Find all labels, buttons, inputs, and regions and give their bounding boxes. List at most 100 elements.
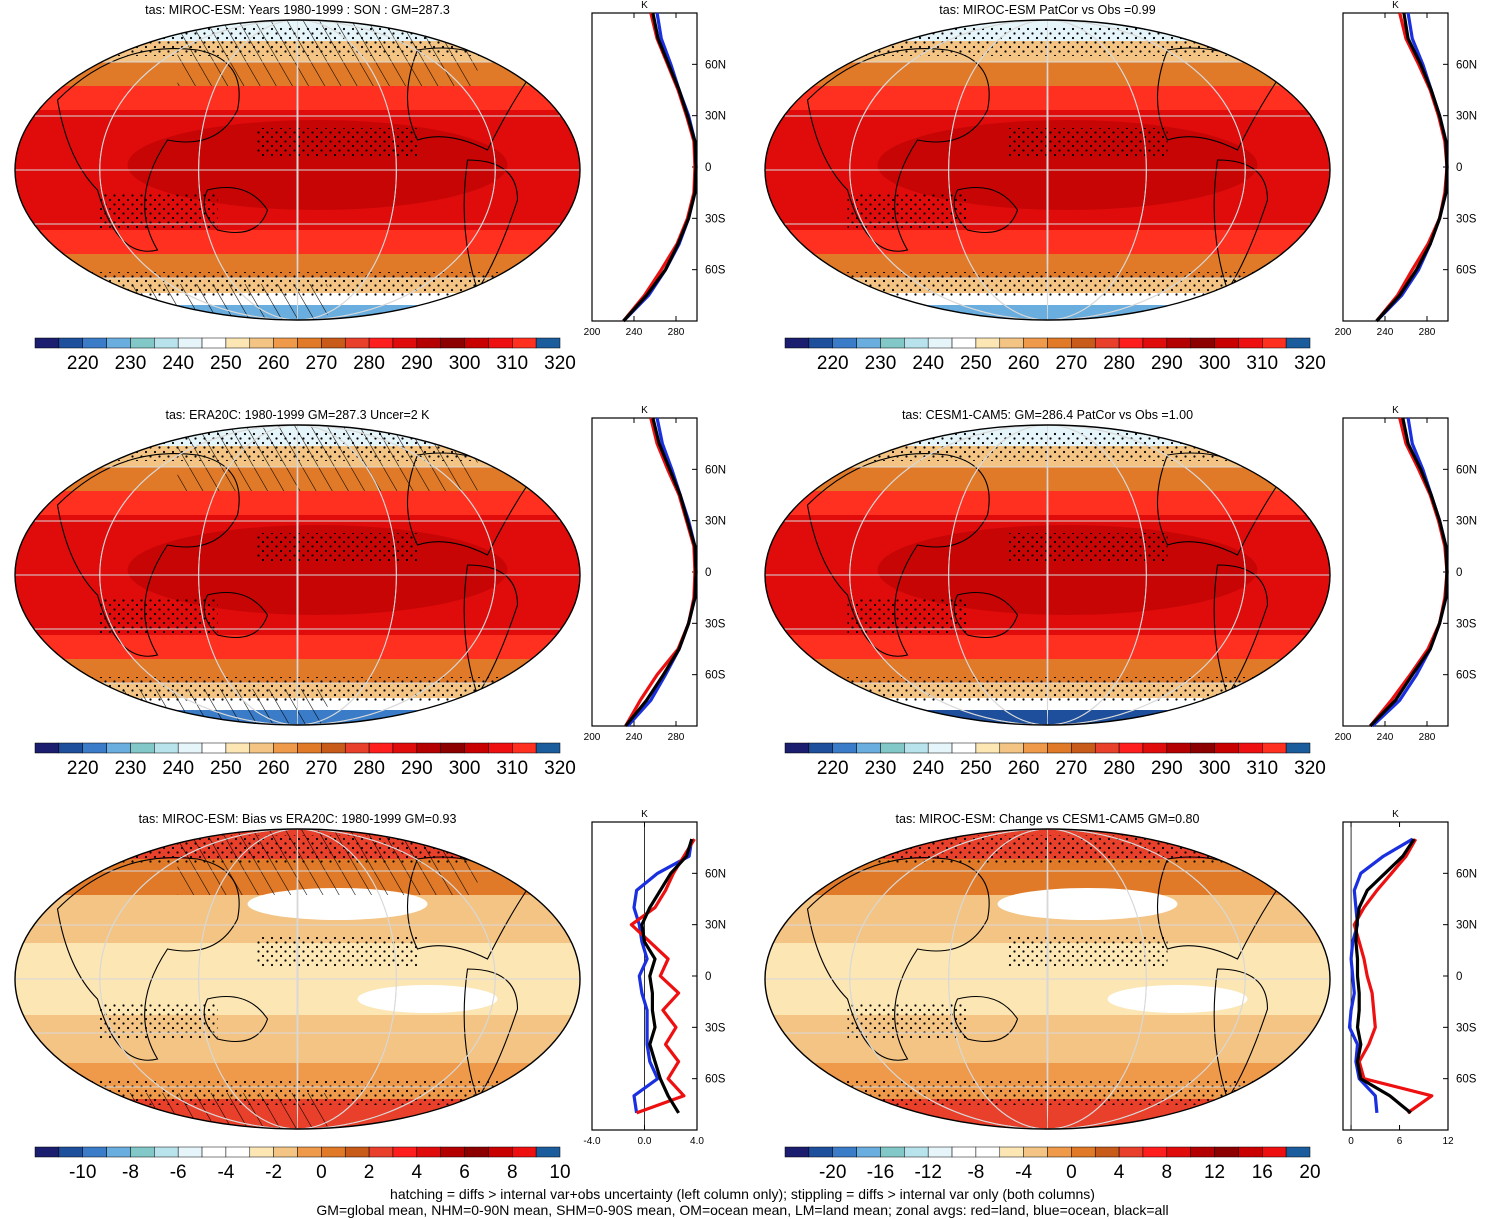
colorbar-label: 310 xyxy=(496,758,528,779)
colorbar-swatch xyxy=(1023,337,1048,349)
colorbar-swatch xyxy=(808,1146,833,1158)
map-title-1: tas: MIROC-ESM: Years 1980-1999 : SON : … xyxy=(145,3,450,17)
stipple-area xyxy=(97,194,218,230)
colorbar-swatch xyxy=(82,742,107,754)
zonal-xtick-label: 200 xyxy=(584,327,601,338)
colorbar-label: 290 xyxy=(1151,758,1183,779)
colorbar-swatch xyxy=(999,742,1024,754)
colorbar-swatch xyxy=(464,742,489,754)
colorbar-swatch xyxy=(82,1146,107,1158)
stipple-area xyxy=(847,599,968,635)
colorbar-swatch xyxy=(34,1146,60,1158)
colorbar-swatch xyxy=(975,1146,1001,1158)
map-title-4: tas: CESM1-CAM5: GM=286.4 PatCor vs Obs … xyxy=(902,408,1193,422)
zonal-xtick-label: 200 xyxy=(584,732,601,743)
colorbar-label: 300 xyxy=(449,353,481,374)
colorbar-swatch xyxy=(951,1146,977,1158)
colorbar-label: 270 xyxy=(1056,353,1088,374)
colorbar-swatch xyxy=(880,742,905,754)
colorbar-swatch xyxy=(58,337,83,349)
graticule-lon-3 xyxy=(948,425,1147,725)
zonal-ytick-label: 60S xyxy=(705,1074,726,1086)
coastline-0 xyxy=(806,857,990,1061)
colorbar-label: 310 xyxy=(496,353,528,374)
zonal-xtick-label: -4.0 xyxy=(583,1136,601,1147)
colorbar-swatch xyxy=(130,742,155,754)
colorbar-label: 260 xyxy=(1008,353,1040,374)
map-title-3: tas: ERA20C: 1980-1999 GM=287.3 Uncer=2 … xyxy=(165,408,430,422)
colorbar-swatch xyxy=(1142,742,1168,754)
colorbar-swatch xyxy=(106,1146,131,1158)
colorbar-swatch xyxy=(440,1146,465,1158)
colorbar-label: 270 xyxy=(1056,758,1088,779)
zonal-ytick-label: 30S xyxy=(1456,618,1477,630)
colorbar-swatch xyxy=(297,742,322,754)
colorbar-label: 0 xyxy=(316,1162,327,1183)
zonal-ytick-label: 30N xyxy=(705,111,726,123)
colorbar-5: -10 -8 -6 -4 -2 0 2 4 6 8 10 xyxy=(34,1146,571,1183)
colorbar-swatch xyxy=(154,742,179,754)
colorbar-label: 250 xyxy=(210,353,242,374)
colorbar-swatch xyxy=(856,1146,881,1158)
graticule-lon-4 xyxy=(99,425,496,725)
colorbar-swatch xyxy=(488,1146,513,1158)
coastline-1 xyxy=(203,591,269,639)
colorbar-label: 320 xyxy=(1294,758,1326,779)
zonal-xtick-label: 0.0 xyxy=(638,1136,652,1147)
graticule-lon-3 xyxy=(948,829,1147,1129)
map-frame xyxy=(764,19,1331,321)
colorbar-swatch xyxy=(535,337,561,349)
graticule-lon-4 xyxy=(99,20,496,320)
map-title-6: tas: MIROC-ESM: Change vs CESM1-CAM5 GM=… xyxy=(896,812,1200,826)
map-body xyxy=(765,20,1330,320)
map-panel-1: tas: MIROC-ESM: Years 1980-1999 : SON : … xyxy=(14,3,581,321)
map-frame xyxy=(14,19,581,321)
zonal-ytick-label: 60N xyxy=(705,59,726,71)
zonal-xtick-label: 240 xyxy=(626,327,643,338)
colorbar-swatch xyxy=(1094,1146,1120,1158)
colorbar-swatch xyxy=(464,1146,489,1158)
colorbar-1: 220 230 240 250 260 270 280 290 300 310 320 xyxy=(34,337,576,374)
graticule-lon-3 xyxy=(198,20,397,320)
colorbar-swatch xyxy=(999,337,1024,349)
low-bias-area xyxy=(357,985,498,1013)
colorbar-label: 240 xyxy=(912,758,944,779)
zonal-xlabel: K xyxy=(1392,809,1399,820)
coastline-1 xyxy=(953,186,1019,234)
colorbar-swatch xyxy=(1071,1146,1096,1158)
colorbar-swatch xyxy=(201,1146,227,1158)
colorbar-swatch xyxy=(1094,742,1120,754)
colorbar-label: 8 xyxy=(1162,1162,1173,1183)
zonal-ytick-label: 30N xyxy=(1456,516,1477,528)
zonal-panel-5: K 60N 30N 0 30S 60S -4.0 0.0 4.0 xyxy=(583,809,726,1147)
zonal-ytick-label: 30S xyxy=(1456,213,1477,225)
stipple-area xyxy=(257,533,418,563)
zonal-xtick-label: 240 xyxy=(626,732,643,743)
zonal-ytick-label: 60S xyxy=(705,670,726,682)
colorbar-swatch xyxy=(535,742,561,754)
coastline-3 xyxy=(1213,159,1269,292)
colorbar-label: 220 xyxy=(67,353,99,374)
zonal-ytick-label: 0 xyxy=(1456,567,1462,579)
zonal-line-all xyxy=(622,12,698,323)
zonal-ytick-label: 30S xyxy=(705,618,726,630)
colorbar-swatch xyxy=(1262,1146,1287,1158)
colorbar-swatch xyxy=(512,337,537,349)
zonal-xtick-label: 12 xyxy=(1442,1136,1454,1147)
zonal-xtick-label: 240 xyxy=(1377,327,1394,338)
zonal-line-all xyxy=(1354,838,1416,1115)
colorbar-swatch xyxy=(535,1146,561,1158)
stipple-area xyxy=(1007,937,1168,967)
colorbar-swatch xyxy=(130,337,155,349)
map-body xyxy=(765,829,1330,1129)
map-frame xyxy=(14,424,581,726)
graticule-lon-2 xyxy=(296,829,299,1129)
map-frame xyxy=(764,828,1331,1130)
colorbar-label: -10 xyxy=(69,1162,96,1183)
colorbar-swatch xyxy=(106,742,131,754)
map-panel-5: tas: MIROC-ESM: Bias vs ERA20C: 1980-199… xyxy=(14,812,581,1130)
colorbar-label: 280 xyxy=(353,758,385,779)
colorbar-swatch xyxy=(1118,1146,1144,1158)
zonal-panel-2: K 60N 30N 0 30S 60S 200 240 280 xyxy=(1335,0,1477,338)
